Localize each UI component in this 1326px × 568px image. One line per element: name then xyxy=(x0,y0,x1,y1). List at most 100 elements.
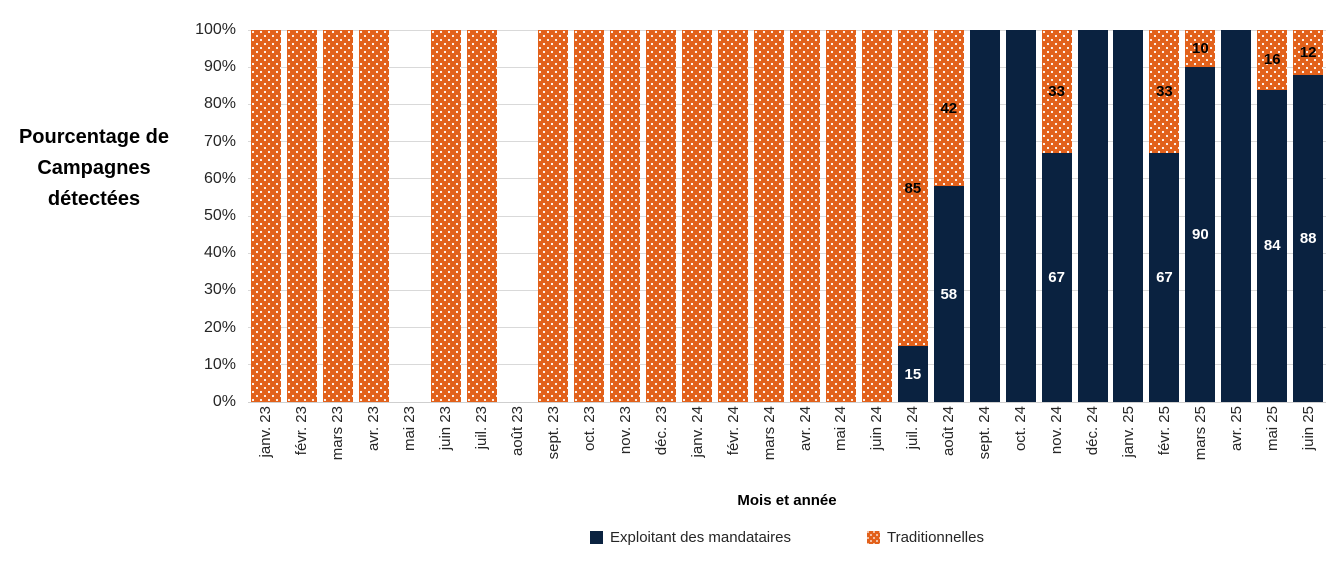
y-axis-title-line: détectées xyxy=(47,188,141,210)
bar-segment-mandataires xyxy=(1113,30,1144,402)
bar-slot xyxy=(500,30,536,402)
bar-segment-traditionnelles xyxy=(610,30,641,402)
legend-label: Exploitant des mandataires xyxy=(610,529,791,546)
bars-row: 85 15 42 58 33 67 33 67 10 90 16 84 12 88 xyxy=(248,30,1326,402)
legend-swatch-icon xyxy=(590,531,604,544)
gridline xyxy=(248,29,1326,31)
data-label: 90 xyxy=(1192,226,1209,244)
bar-segment-traditionnelles: 33 xyxy=(1149,30,1180,153)
x-tick-cell: mars 24 xyxy=(751,406,787,494)
legend-item: Traditionnelles xyxy=(866,529,984,546)
x-tick-cell: avr. 24 xyxy=(787,406,823,494)
x-tick-label: mai 23 xyxy=(401,406,419,452)
bar-column: 85 15 xyxy=(897,30,928,402)
x-tick-label: oct. 24 xyxy=(1012,406,1030,452)
bar-segment-traditionnelles: 42 xyxy=(933,30,964,187)
gridline xyxy=(248,252,1326,254)
gridline xyxy=(248,289,1326,291)
bar-slot xyxy=(392,30,428,402)
bar-column xyxy=(718,30,749,402)
legend-item: Exploitant des mandataires xyxy=(590,529,791,546)
bar-column xyxy=(790,30,821,402)
bar-slot xyxy=(787,30,823,402)
bar-slot: 33 67 xyxy=(1146,30,1182,402)
x-tick-cell: juin 24 xyxy=(859,406,895,494)
bar-column xyxy=(286,30,317,402)
x-tick-label: mai 25 xyxy=(1263,406,1281,452)
bar-slot xyxy=(571,30,607,402)
x-tick-label: nov. 24 xyxy=(1048,406,1066,455)
bar-slot xyxy=(1075,30,1111,402)
x-tick-cell: sept. 24 xyxy=(967,406,1003,494)
x-tick-label: avr. 25 xyxy=(1227,406,1245,452)
x-tick-cell: févr. 25 xyxy=(1146,406,1182,494)
x-tick-label: sept. 23 xyxy=(544,406,562,460)
bar-segment-traditionnelles xyxy=(358,30,389,402)
data-label: 67 xyxy=(1156,268,1173,286)
bar-segment-mandataires: 67 xyxy=(1041,152,1072,402)
bar-segment-mandataires xyxy=(1221,30,1252,402)
bar-column xyxy=(430,30,461,402)
bar-slot xyxy=(248,30,284,402)
x-tick-label: juin 23 xyxy=(437,406,455,451)
bar-slot xyxy=(859,30,895,402)
bar-segment-traditionnelles xyxy=(430,30,461,402)
data-label: 12 xyxy=(1299,43,1317,61)
bar-segment-mandataires: 15 xyxy=(897,346,928,402)
x-tick-cell: juin 25 xyxy=(1290,406,1326,494)
x-tick-label: août 24 xyxy=(940,406,958,457)
y-tick-label: 100% xyxy=(195,21,236,38)
bar-slot xyxy=(643,30,679,402)
bar-segment-traditionnelles xyxy=(322,30,353,402)
bar-column: 42 58 xyxy=(933,30,964,402)
bar-slot xyxy=(320,30,356,402)
x-tick-label: mars 24 xyxy=(760,406,778,461)
data-label: 33 xyxy=(1156,82,1173,100)
x-tick-label: déc. 24 xyxy=(1084,406,1102,456)
x-tick-cell: nov. 24 xyxy=(1039,406,1075,494)
bar-column xyxy=(825,30,856,402)
bar-slot: 16 84 xyxy=(1254,30,1290,402)
bar-segment-mandataires: 88 xyxy=(1293,74,1324,402)
bar-column: 33 67 xyxy=(1149,30,1180,402)
bar-slot xyxy=(536,30,572,402)
bar-segment-mandataires xyxy=(1005,30,1036,402)
bar-slot xyxy=(679,30,715,402)
x-tick-label: mars 25 xyxy=(1191,406,1209,461)
bar-segment-traditionnelles xyxy=(250,30,281,402)
bar-column xyxy=(322,30,353,402)
x-tick-cell: août 24 xyxy=(931,406,967,494)
data-label: 84 xyxy=(1263,237,1281,255)
x-tick-cell: mai 23 xyxy=(392,406,428,494)
bar-slot xyxy=(284,30,320,402)
bar-column xyxy=(861,30,892,402)
x-axis-labels: janv. 23 févr. 23 mars 23 avr. 23 mai 23 juin… xyxy=(248,406,1326,494)
x-tick-cell: janv. 24 xyxy=(679,406,715,494)
x-tick-cell: avr. 23 xyxy=(356,406,392,494)
legend-swatch-icon xyxy=(866,531,880,544)
bar-column xyxy=(1005,30,1036,402)
y-axis: 100% 90% 80% 70% 60% 50% 40% 30% 20% 10% 0% xyxy=(0,0,236,440)
bar-column xyxy=(754,30,785,402)
x-tick-label: juin 24 xyxy=(868,406,886,451)
x-tick-label: janv. 23 xyxy=(257,406,275,458)
x-tick-label: avr. 24 xyxy=(796,406,814,452)
legend-label: Traditionnelles xyxy=(886,529,984,546)
bar-slot xyxy=(751,30,787,402)
x-tick-label: févr. 24 xyxy=(724,406,742,456)
bar-slot: 12 88 xyxy=(1290,30,1326,402)
bar-segment-mandataires: 84 xyxy=(1257,89,1288,402)
x-tick-cell: juil. 24 xyxy=(895,406,931,494)
x-axis-title: Mois et année xyxy=(737,492,837,509)
data-label: 58 xyxy=(940,285,958,303)
bar-column xyxy=(1077,30,1108,402)
bar-column xyxy=(1221,30,1252,402)
x-tick-cell: oct. 23 xyxy=(571,406,607,494)
y-tick-label: 70% xyxy=(203,132,236,150)
bar-column xyxy=(574,30,605,402)
bar-column xyxy=(969,30,1000,402)
bar-column: 33 67 xyxy=(1041,30,1072,402)
bar-segment-traditionnelles xyxy=(574,30,605,402)
x-tick-label: févr. 23 xyxy=(293,406,311,456)
bar-slot xyxy=(1111,30,1147,402)
